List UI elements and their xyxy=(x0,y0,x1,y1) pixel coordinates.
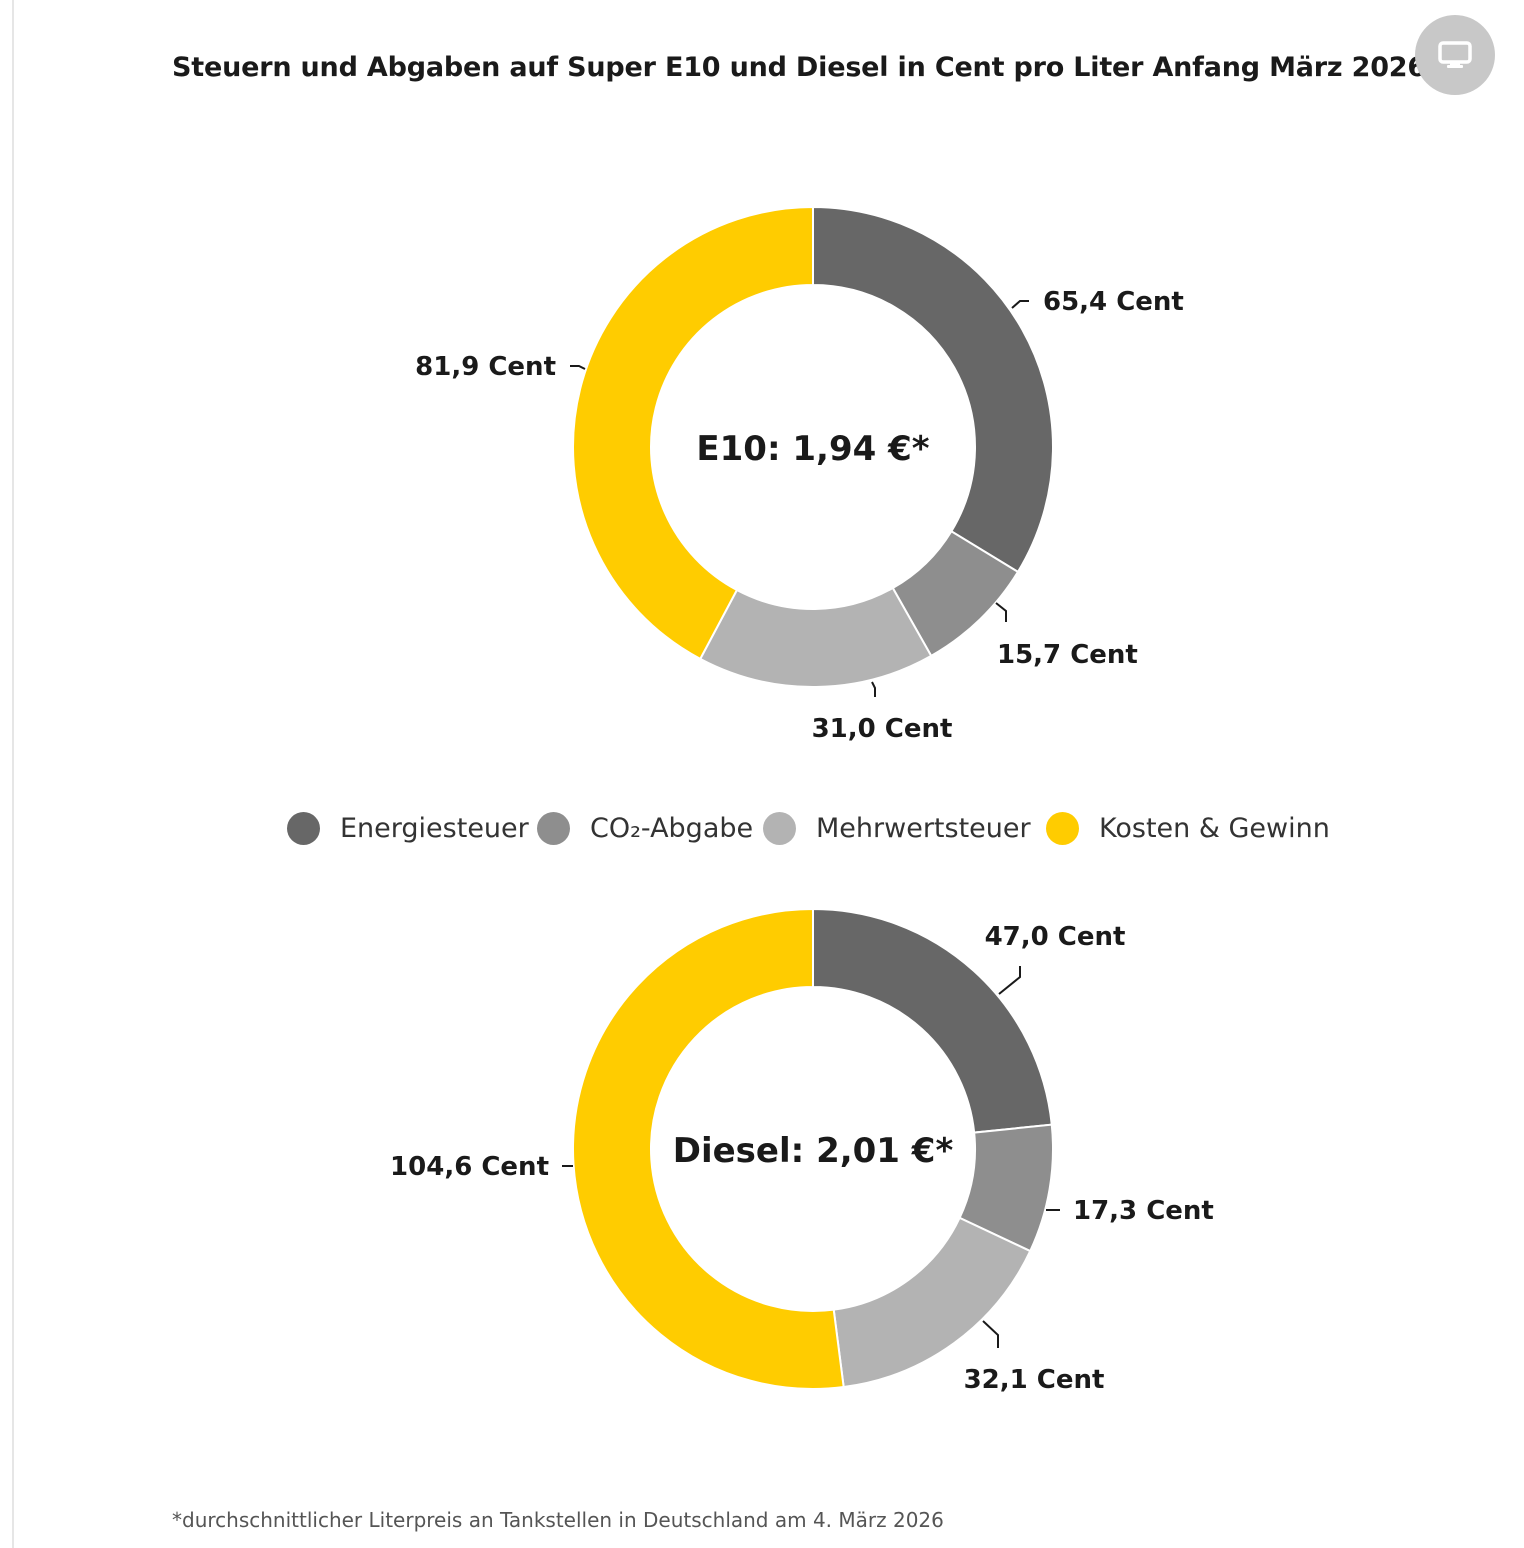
e10-data-label-co2: 15,7 Cent xyxy=(997,640,1138,670)
legend-item-kosten: Kosten & Gewinn xyxy=(1046,808,1330,848)
legend-item-energiesteuer: Energiesteuer xyxy=(287,808,529,848)
chart-title: Steuern und Abgaben auf Super E10 und Di… xyxy=(172,52,1426,83)
e10-data-label-energiesteuer: 65,4 Cent xyxy=(1043,287,1184,317)
footnote: *durchschnittlicher Literpreis an Tankst… xyxy=(172,1508,944,1532)
e10-slice-kosten xyxy=(572,205,814,661)
e10-data-label-mehrwertsteuer: 31,0 Cent xyxy=(812,714,953,744)
diesel-slice-mehrwertsteuer xyxy=(832,1216,1032,1389)
diesel-slice-kosten xyxy=(572,907,845,1390)
diesel-data-label-energiesteuer: 47,0 Cent xyxy=(985,922,1126,952)
diesel-center-label: Diesel: 2,01 €* xyxy=(673,1131,954,1171)
diesel-data-label-co2: 17,3 Cent xyxy=(1073,1196,1214,1226)
left-border xyxy=(12,0,14,1548)
diesel-data-label-mehrwertsteuer: 32,1 Cent xyxy=(964,1365,1105,1395)
e10-leader-co2 xyxy=(995,602,1007,622)
e10-center-label: E10: 1,94 €* xyxy=(696,429,929,469)
e10-leader-kosten xyxy=(570,365,586,370)
legend-item-co2: CO₂-Abgabe xyxy=(537,808,753,848)
legend-item-mehrwertsteuer: Mehrwertsteuer xyxy=(763,808,1031,848)
legend-swatch-energiesteuer xyxy=(287,811,320,845)
e10-slice-mehrwertsteuer xyxy=(698,586,933,688)
legend-label-mehrwertsteuer: Mehrwertsteuer xyxy=(816,812,1031,844)
fullscreen-button[interactable] xyxy=(1415,15,1495,95)
legend-swatch-mehrwertsteuer xyxy=(763,811,796,845)
e10-leader-energiesteuer xyxy=(1011,300,1029,309)
monitor-icon xyxy=(1438,41,1472,68)
legend-swatch-co2 xyxy=(537,811,570,845)
legend-label-energiesteuer: Energiesteuer xyxy=(340,812,529,844)
e10-data-label-kosten: 81,9 Cent xyxy=(415,352,556,382)
legend-swatch-kosten xyxy=(1046,811,1079,845)
diesel-leader-mehrwertsteuer xyxy=(982,1320,999,1348)
e10-slice-energiesteuer xyxy=(812,205,1054,574)
diesel-slice-energiesteuer xyxy=(812,907,1053,1134)
diesel-leader-energiesteuer xyxy=(998,966,1021,995)
legend-label-kosten: Kosten & Gewinn xyxy=(1099,812,1330,844)
legend-label-co2: CO₂-Abgabe xyxy=(590,812,754,844)
diesel-data-label-kosten: 104,6 Cent xyxy=(390,1152,549,1182)
legend: Energiesteuer CO₂-Abgabe Mehrwertsteuer … xyxy=(0,808,1524,848)
e10-leader-mehrwertsteuer xyxy=(871,681,876,697)
